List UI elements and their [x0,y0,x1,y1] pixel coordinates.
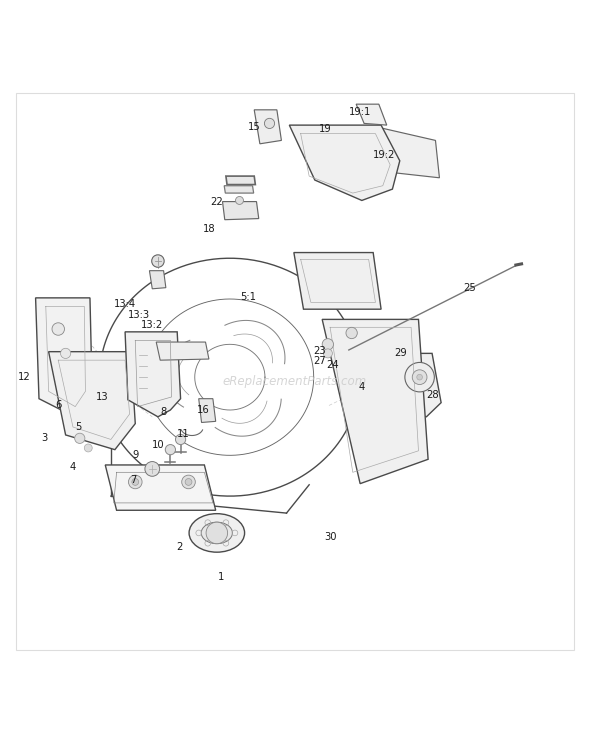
Text: 30: 30 [324,532,336,542]
Circle shape [405,363,434,392]
Text: 8: 8 [160,407,167,418]
Text: 18: 18 [202,224,215,234]
Polygon shape [48,351,135,450]
Text: 3: 3 [41,433,48,444]
Text: 29: 29 [394,348,407,358]
Circle shape [52,322,64,335]
Text: 13:3: 13:3 [127,310,150,319]
Text: 5:1: 5:1 [241,292,257,302]
Circle shape [412,370,427,385]
Text: 7: 7 [130,476,137,485]
Text: 13:2: 13:2 [141,320,163,330]
Polygon shape [372,354,441,417]
Circle shape [346,328,358,339]
Text: 15: 15 [248,122,261,132]
Ellipse shape [201,522,232,544]
Text: 16: 16 [197,405,209,415]
Text: 27: 27 [313,357,326,366]
Polygon shape [35,298,92,418]
Text: 19:2: 19:2 [373,150,396,160]
Text: eReplacementParts.com: eReplacementParts.com [223,375,367,388]
Circle shape [75,433,85,444]
Circle shape [206,522,228,544]
Circle shape [61,348,71,358]
Circle shape [129,476,142,489]
Circle shape [165,444,175,455]
Text: 6: 6 [55,400,61,410]
Circle shape [185,478,192,485]
Circle shape [175,435,186,444]
Circle shape [323,349,332,358]
Text: 19:1: 19:1 [348,107,371,117]
Circle shape [145,461,160,476]
Circle shape [132,478,139,485]
Text: 12: 12 [18,372,31,382]
Circle shape [264,118,274,129]
Text: 23: 23 [314,346,326,356]
Text: 2: 2 [176,542,183,552]
Text: 5: 5 [76,422,82,432]
Polygon shape [356,104,387,125]
Polygon shape [226,176,255,184]
Text: 22: 22 [211,197,223,207]
Polygon shape [254,110,281,144]
Polygon shape [294,253,381,309]
Text: 28: 28 [426,390,438,400]
Text: 9: 9 [132,450,139,461]
Circle shape [322,339,333,350]
Polygon shape [105,465,216,510]
Circle shape [235,196,244,204]
Text: 19: 19 [319,124,332,134]
Text: 25: 25 [463,282,476,293]
Polygon shape [381,128,440,178]
Text: 4: 4 [359,383,365,392]
Text: 4: 4 [70,461,76,472]
Text: 24: 24 [326,360,339,370]
Polygon shape [322,319,428,484]
Polygon shape [222,201,259,220]
Polygon shape [156,342,209,360]
Polygon shape [125,332,181,417]
Polygon shape [289,125,400,201]
Circle shape [417,374,422,380]
Polygon shape [199,399,216,423]
Text: 1: 1 [218,571,225,582]
Polygon shape [149,270,166,289]
Text: 11: 11 [176,429,189,439]
Circle shape [84,444,92,452]
Circle shape [182,476,195,489]
Text: 13: 13 [96,392,109,402]
Ellipse shape [189,513,245,552]
Text: 13:4: 13:4 [114,299,136,308]
Text: 10: 10 [152,440,164,450]
Circle shape [152,255,164,267]
Polygon shape [224,186,254,193]
